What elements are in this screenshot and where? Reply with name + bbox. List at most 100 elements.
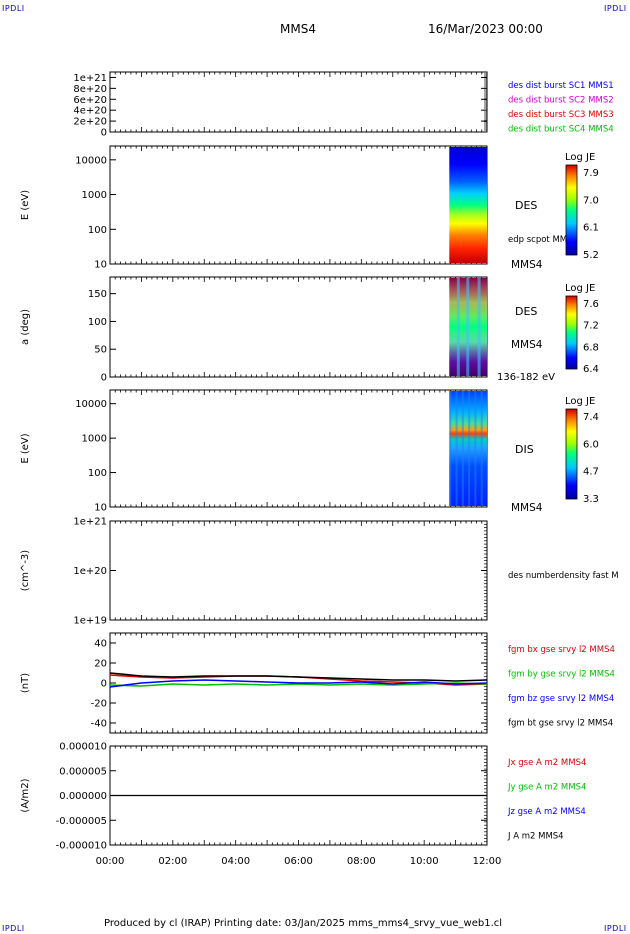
- instrument-label: DES: [515, 305, 537, 318]
- colorbar-tick-label: 6.1: [583, 223, 599, 234]
- y-tick-label: 10000: [75, 155, 107, 166]
- y-tick-label: 1e+19: [73, 616, 107, 627]
- y-tick-label: 10: [94, 260, 107, 271]
- panel-frame: [109, 145, 488, 265]
- heatmap-streak: [466, 278, 470, 376]
- legend-entry: Jx gse A m2 MMS4: [507, 758, 586, 768]
- panel-5: 1e+21 1e+20 1e+19 (cm^-3) des numberdensity …: [20, 517, 619, 627]
- energy-label: 136-182 eV: [497, 372, 555, 383]
- y-tick-label: -0.000010: [56, 841, 107, 852]
- panel-2: 10000 1000 100 10 E (eV) DES edp scpot MMS4 MMS…: [20, 145, 599, 271]
- y-tick-label: -0.000005: [56, 816, 107, 827]
- colorbar-tick-label: 6.0: [583, 439, 599, 450]
- heatmap-streak: [477, 278, 481, 376]
- y-tick-label: 20: [94, 659, 107, 670]
- colorbar-title: Log JE: [565, 396, 595, 407]
- panel-frame: [109, 71, 488, 133]
- colorbar-tick-label: 4.7: [583, 467, 599, 478]
- colorbar-tick-label: 7.9: [583, 168, 599, 179]
- y-tick-label: 0: [101, 679, 107, 690]
- y-tick-label: 100: [88, 317, 107, 328]
- legend-entry: des numberdensity fast M: [508, 571, 619, 581]
- y-tick-label: 6e+20: [73, 95, 107, 106]
- series-line: [109, 682, 488, 687]
- colorbar-tick-label: 7.2: [583, 321, 599, 332]
- x-tick-label: 12:00: [473, 856, 502, 867]
- y-tick-label: 1e+20: [73, 566, 107, 577]
- y-tick-label: 0: [101, 128, 107, 139]
- legend-entry: fgm bt gse srvy l2 MMS4: [508, 719, 613, 729]
- y-tick-label: 0: [101, 373, 107, 384]
- x-tick-label: 06:00: [284, 856, 313, 867]
- legend-entry: des dist burst SC3 MMS3: [508, 110, 614, 120]
- y-tick-label: -20: [91, 699, 107, 710]
- y-tick-label: 50: [94, 345, 107, 356]
- legend-entry: des dist burst SC2 MMS2: [508, 96, 614, 106]
- y-tick-label: 0.000010: [59, 742, 107, 753]
- colorbar-tick-label: 7.6: [583, 299, 599, 310]
- colorbar-tick-label: 3.3: [583, 494, 599, 505]
- corner-label-top-right: IPDLI: [604, 4, 627, 13]
- y-tick-label: 0.000005: [59, 766, 107, 777]
- legend-entry: fgm bz gse srvy l2 MMS4: [508, 694, 614, 704]
- y-axis-title: a (deg): [20, 309, 31, 345]
- corner-label-top-left: IPDLI: [2, 4, 25, 13]
- x-tick-label: 04:00: [221, 856, 250, 867]
- spacecraft-label: MMS4: [511, 502, 543, 514]
- panel-6: 40 20 0 -20 -40 (nT) fgm bx gse srvy l2 MMS4 fg…: [20, 632, 615, 734]
- y-axis-title: E (eV): [20, 190, 31, 220]
- legend-entry: J A m2 MMS4: [507, 832, 564, 842]
- spacecraft-label: MMS4: [511, 339, 543, 351]
- legend-entry: fgm by gse srvy l2 MMS4: [508, 670, 615, 680]
- legend-entry: Jz gse A m2 MMS4: [507, 807, 586, 817]
- corner-label-bottom-right: IPDLI: [604, 924, 627, 933]
- y-axis-title: (A/m2): [20, 778, 31, 812]
- colorbar: [565, 164, 578, 256]
- y-tick-label: 8e+20: [73, 84, 107, 95]
- y-tick-label: 1e+21: [73, 517, 107, 528]
- y-tick-label: 10000: [75, 399, 107, 410]
- y-tick-label: 40: [94, 639, 107, 650]
- spacecraft-label: MMS4: [511, 259, 543, 271]
- y-tick-label: 100: [88, 225, 107, 236]
- colorbar-tick-label: 7.4: [583, 412, 599, 423]
- instrument-label: DES: [515, 199, 537, 212]
- panel-4: 10000 1000 100 10 E (eV) DIS MMS4 Log JE 7.4 6.0 4…: [20, 389, 599, 514]
- panel-frame: [109, 276, 488, 378]
- colorbar-title: Log JE: [565, 283, 595, 294]
- y-tick-label: 100: [88, 468, 107, 479]
- heatmap-streak: [468, 391, 471, 506]
- colorbar-tick-label: 7.0: [583, 195, 599, 206]
- spacecraft-title: MMS4: [280, 22, 316, 36]
- y-tick-label: 1000: [82, 190, 107, 201]
- legend-entry: des dist burst SC4 MMS4: [508, 125, 614, 135]
- y-axis-title: (nT): [20, 673, 31, 693]
- instrument-label: DIS: [515, 443, 534, 456]
- heatmap-streak: [456, 278, 460, 376]
- y-tick-label: 1e+21: [73, 73, 107, 84]
- y-tick-label: 10: [94, 503, 107, 514]
- legend-entry: Jy gse A m2 MMS4: [507, 783, 586, 793]
- panel-frame: [109, 520, 488, 621]
- heatmap-block: [449, 147, 487, 263]
- series-line: [109, 679, 488, 688]
- colorbar-tick-label: 5.2: [583, 250, 599, 261]
- x-tick-label: 10:00: [410, 856, 439, 867]
- heatmap-streak: [449, 391, 452, 506]
- x-tick-label: 08:00: [347, 856, 376, 867]
- legend-entry: des dist burst SC1 MMS1: [508, 81, 614, 91]
- y-tick-label: -40: [91, 719, 107, 730]
- colorbar-tick-label: 6.8: [583, 342, 599, 353]
- y-tick-label: 4e+20: [73, 106, 107, 117]
- heatmap-streak: [461, 391, 464, 506]
- colorbar-title: Log JE: [565, 152, 595, 163]
- colorbar: [565, 408, 578, 500]
- colorbar: [565, 295, 578, 370]
- y-tick-label: 2e+20: [73, 117, 107, 128]
- heatmap-streak: [455, 391, 458, 506]
- corner-label-bottom-left: IPDLI: [2, 924, 25, 933]
- x-tick-label: 02:00: [158, 856, 187, 867]
- heatmap-streak: [474, 391, 477, 506]
